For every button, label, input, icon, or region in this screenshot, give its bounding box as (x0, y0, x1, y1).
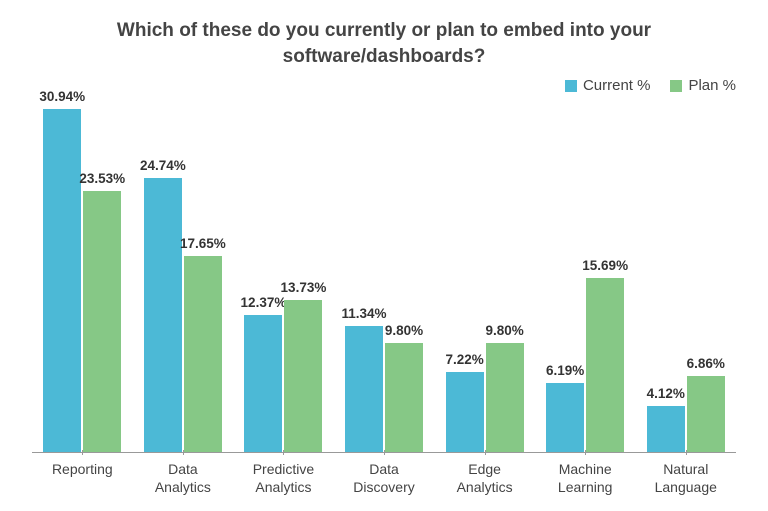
bar-value-label: 6.19% (546, 363, 584, 378)
bar-wrap: 30.94% (43, 86, 81, 452)
bar-current (144, 178, 182, 452)
bar-group: 12.37%13.73% (233, 86, 334, 452)
bar-plan (687, 376, 725, 452)
bar-wrap: 13.73% (284, 86, 322, 452)
bar-plan (83, 191, 121, 452)
x-axis-label: MachineLearning (535, 455, 636, 501)
x-axis-label: EdgeAnalytics (434, 455, 535, 501)
bar-current (244, 315, 282, 452)
bar-wrap: 17.65% (184, 86, 222, 452)
bar-wrap: 24.74% (144, 86, 182, 452)
bar-wrap: 11.34% (345, 86, 383, 452)
bar-group: 30.94%23.53% (32, 86, 133, 452)
chart-title: Which of these do you currently or plan … (22, 18, 746, 77)
x-axis-labels: ReportingDataAnalyticsPredictiveAnalytic… (32, 455, 736, 501)
bar-group: 6.19%15.69% (535, 86, 636, 452)
bar-value-label: 7.22% (445, 352, 483, 367)
x-axis-label: PredictiveAnalytics (233, 455, 334, 501)
bar-group: 4.12%6.86% (635, 86, 736, 452)
bar-current (345, 326, 383, 452)
bar-wrap: 6.19% (546, 86, 584, 452)
bar-plan (284, 300, 322, 452)
bar-current (43, 109, 81, 452)
chart-container: Which of these do you currently or plan … (0, 0, 768, 511)
bar-current (647, 406, 685, 452)
bar-plan (385, 343, 423, 452)
bar-wrap: 6.86% (687, 86, 725, 452)
bar-plan (184, 256, 222, 452)
bar-current (546, 383, 584, 452)
bar-wrap: 9.80% (385, 86, 423, 452)
bar-value-label: 24.74% (140, 158, 186, 173)
bar-value-label: 23.53% (79, 171, 125, 186)
plot-area: 30.94%23.53%24.74%17.65%12.37%13.73%11.3… (22, 86, 746, 501)
bar-group: 24.74%17.65% (133, 86, 234, 452)
bar-value-label: 30.94% (39, 89, 85, 104)
x-axis-label: DataAnalytics (133, 455, 234, 501)
x-axis-label: NaturalLanguage (635, 455, 736, 501)
bar-wrap: 7.22% (446, 86, 484, 452)
bar-value-label: 9.80% (385, 323, 423, 338)
bar-value-label: 13.73% (281, 280, 327, 295)
x-axis-label: DataDiscovery (334, 455, 435, 501)
bar-value-label: 9.80% (485, 323, 523, 338)
bar-value-label: 6.86% (687, 356, 725, 371)
bar-value-label: 17.65% (180, 236, 226, 251)
bar-plan (586, 278, 624, 452)
bar-wrap: 4.12% (647, 86, 685, 452)
bar-group: 11.34%9.80% (334, 86, 435, 452)
bar-plan (486, 343, 524, 452)
bar-wrap: 23.53% (83, 86, 121, 452)
bar-value-label: 4.12% (647, 386, 685, 401)
x-axis-label: Reporting (32, 455, 133, 501)
bar-value-label: 11.34% (342, 306, 387, 321)
bar-value-label: 15.69% (582, 258, 628, 273)
bar-value-label: 12.37% (241, 295, 287, 310)
bar-current (446, 372, 484, 452)
bars-row: 30.94%23.53%24.74%17.65%12.37%13.73%11.3… (32, 86, 736, 453)
bar-wrap: 15.69% (586, 86, 624, 452)
bar-wrap: 9.80% (486, 86, 524, 452)
bar-group: 7.22%9.80% (434, 86, 535, 452)
bar-wrap: 12.37% (244, 86, 282, 452)
